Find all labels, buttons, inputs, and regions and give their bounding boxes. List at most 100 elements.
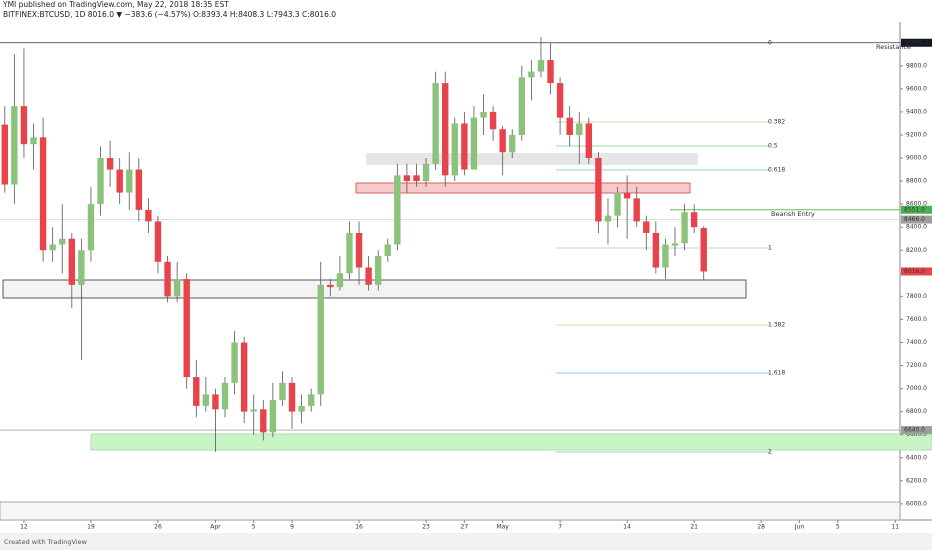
x-tick-label: Jun bbox=[794, 524, 805, 531]
y-tick-label: 6000.0 bbox=[906, 500, 927, 507]
candle-body bbox=[623, 192, 631, 199]
candle-body bbox=[384, 244, 391, 257]
candle-body bbox=[126, 169, 133, 193]
x-tick-label: 5 bbox=[252, 524, 256, 531]
candle-body bbox=[585, 123, 593, 159]
y-tick-label: 7800.0 bbox=[906, 293, 927, 300]
x-tick-label: 28 bbox=[757, 524, 765, 531]
candle-body bbox=[690, 212, 698, 228]
candle-body bbox=[288, 382, 296, 412]
price-badge-label: 8466.0 bbox=[904, 216, 925, 223]
price-badge bbox=[901, 38, 932, 47]
fib-label: 1 bbox=[768, 245, 772, 252]
candle-body bbox=[394, 175, 401, 245]
candle-body bbox=[183, 279, 190, 378]
fib-label: 1.618 bbox=[768, 370, 785, 377]
candle-body bbox=[116, 169, 123, 193]
fib-label: 2 bbox=[768, 449, 772, 456]
price-badge bbox=[901, 267, 932, 276]
x-tick-label: 23 bbox=[422, 524, 430, 531]
candle-body bbox=[269, 400, 277, 433]
candle-body bbox=[518, 77, 526, 135]
candle-body bbox=[11, 106, 18, 185]
candle-body bbox=[145, 209, 152, 222]
candle-body bbox=[202, 394, 210, 406]
y-tick-label: 7200.0 bbox=[906, 362, 927, 369]
candle-body bbox=[39, 137, 47, 251]
symbol-info: BITFINEX:BTCUSD, 1D 8016.0 ▼ −383.6 (−4.… bbox=[3, 10, 336, 19]
x-tick-label: 11 bbox=[891, 524, 899, 531]
candle-body bbox=[30, 137, 37, 145]
candle-body bbox=[212, 394, 219, 410]
candle-body bbox=[442, 83, 449, 176]
y-tick-label: 9000.0 bbox=[906, 155, 927, 162]
x-tick-label: 16 bbox=[355, 524, 363, 531]
candle-body bbox=[250, 409, 257, 412]
candle-body bbox=[327, 284, 334, 288]
y-tick-label: 6800.0 bbox=[906, 408, 927, 415]
y-tick-label: 6400.0 bbox=[906, 454, 927, 461]
y-tick-label: 9800.0 bbox=[906, 62, 927, 69]
y-tick-label: 6200.0 bbox=[906, 477, 927, 484]
candle-body bbox=[346, 232, 353, 274]
candle-body bbox=[451, 123, 458, 176]
fib-label: 0.382 bbox=[768, 119, 785, 126]
candle-body bbox=[240, 342, 248, 412]
candle-body bbox=[662, 244, 669, 268]
candle-body bbox=[355, 232, 363, 268]
y-tick-label: 7000.0 bbox=[906, 385, 927, 392]
candle-body bbox=[87, 204, 95, 251]
candle-body bbox=[671, 243, 679, 246]
candle-body bbox=[576, 123, 583, 135]
candle-body bbox=[279, 382, 286, 401]
x-tick-label: 14 bbox=[623, 524, 631, 531]
candle-body bbox=[470, 117, 478, 170]
candle-body bbox=[528, 71, 535, 78]
candle-body bbox=[173, 279, 181, 297]
footer-bar bbox=[0, 533, 932, 550]
candle-body bbox=[164, 261, 171, 297]
zone bbox=[366, 153, 698, 165]
zone bbox=[0, 501, 901, 521]
y-tick-label: 8200.0 bbox=[906, 247, 927, 254]
candle-body bbox=[413, 175, 420, 182]
candle-body bbox=[509, 134, 516, 153]
y-tick-label: 6600.0 bbox=[906, 431, 927, 438]
price-badge-label: 8016.0 bbox=[904, 268, 925, 275]
price-badge bbox=[901, 205, 932, 214]
candle-body bbox=[403, 175, 411, 182]
candle-body bbox=[97, 158, 104, 205]
candle-body bbox=[68, 238, 76, 285]
candle-body bbox=[643, 221, 650, 233]
x-tick-label: 26 bbox=[154, 524, 162, 531]
resistance-label: Resistance bbox=[876, 43, 911, 51]
candle-body bbox=[652, 232, 660, 268]
x-tick-label: 12 bbox=[20, 524, 28, 531]
candle-body bbox=[700, 227, 707, 272]
candle-body bbox=[614, 192, 621, 216]
candle-body bbox=[106, 158, 114, 170]
fib-label: 1.382 bbox=[768, 322, 785, 329]
y-tick-label: 7600.0 bbox=[906, 316, 927, 323]
candle-body bbox=[1, 124, 8, 185]
candle-body bbox=[365, 267, 372, 285]
y-tick-label: 8600.0 bbox=[906, 201, 927, 208]
y-tick-label: 9200.0 bbox=[906, 131, 927, 138]
candle-body bbox=[489, 111, 497, 130]
candle-body bbox=[537, 60, 545, 72]
x-tick-label: 19 bbox=[87, 524, 95, 531]
candle-body bbox=[336, 273, 344, 288]
x-tick-label: 27 bbox=[461, 524, 469, 531]
price-badge-label: 6640.0 bbox=[904, 427, 925, 434]
candle-body bbox=[461, 123, 468, 170]
x-tick-label: 7 bbox=[558, 524, 562, 531]
candle-body bbox=[193, 377, 200, 406]
x-tick-label: May bbox=[496, 524, 509, 531]
x-tick-label: 21 bbox=[690, 524, 698, 531]
candle-body bbox=[547, 60, 554, 84]
zone bbox=[2, 279, 747, 299]
bearish-entry-label: Bearish Entry bbox=[771, 210, 815, 218]
candle-body bbox=[78, 250, 85, 285]
candle-body bbox=[231, 342, 238, 383]
